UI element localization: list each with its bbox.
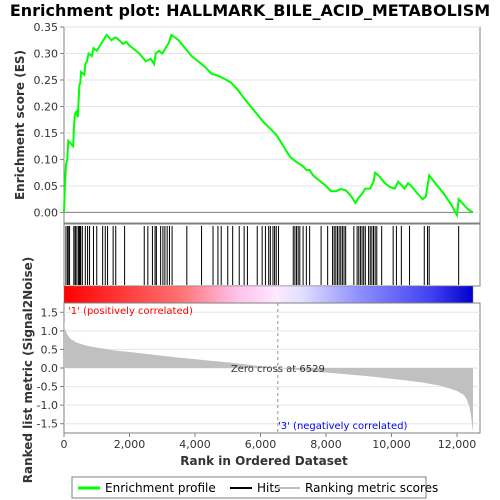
es-panel-frame [63, 26, 481, 224]
es-panel: 0.00 0.05 0.10 0.15 0.20 0.25 0.30 0.35 Enrichm… [13, 21, 481, 224]
positive-correlation-label: '1' (positively correlated) [68, 306, 193, 317]
metric-y-tick-label: -1.5 [37, 418, 58, 431]
chart-title: Enrichment plot: HALLMARK_BILE_ACID_META… [10, 1, 490, 20]
legend-label-ranking-metric: Ranking metric scores [305, 481, 438, 495]
hits-panel [63, 223, 481, 287]
legend-label-hits: Hits [257, 481, 280, 495]
x-tick-label: 0 [61, 438, 68, 451]
es-y-tick-label: 0.30 [34, 47, 59, 60]
es-y-tick-label: 0.35 [34, 21, 59, 34]
metric-y-tick-label: 0.0 [41, 362, 59, 375]
metric-gridlines [64, 311, 480, 425]
metric-y-tick-label: -1.0 [37, 399, 58, 412]
es-y-tick-label: 0.15 [34, 127, 59, 140]
metric-y-tick-label: -0.5 [37, 381, 58, 394]
metric-panel: -1.5 -1.0 -0.5 0.0 0.5 1.0 1.5 Zero cross at 6… [21, 257, 481, 484]
hits-panel-frame [63, 223, 481, 287]
es-y-tick-label: 0.25 [34, 74, 59, 87]
x-axis-label: Rank in Ordered Dataset [180, 454, 348, 468]
zero-cross-label: Zero cross at 6529 [231, 364, 325, 375]
x-tick-label: 12,000 [438, 438, 477, 451]
negative-correlation-label: '3' (negatively correlated) [278, 421, 407, 432]
metric-y-label: Ranked list metric (Signal2Noise) [21, 257, 35, 484]
x-tick-label: 10,000 [372, 438, 411, 451]
es-y-tick-label: 0.05 [34, 180, 59, 193]
es-line [63, 33, 474, 219]
es-y-label: Enrichment score (ES) [13, 50, 27, 200]
x-axis: 0 2,000 4,000 6,000 8,000 10,000 12,000 [61, 433, 477, 451]
x-tick-label: 6,000 [245, 438, 277, 451]
x-tick-label: 2,000 [114, 438, 146, 451]
es-y-tick-label: 0.10 [34, 153, 59, 166]
legend-label-enrichment-profile: Enrichment profile [105, 481, 216, 495]
rank-gradient-bar [63, 285, 474, 304]
es-y-axis: 0.00 0.05 0.10 0.15 0.20 0.25 0.30 0.35 [34, 21, 64, 219]
metric-area [64, 321, 473, 432]
metric-y-tick-label: 1.5 [41, 306, 59, 319]
x-tick-label: 4,000 [179, 438, 211, 451]
metric-y-axis: -1.5 -1.0 -0.5 0.0 0.5 1.0 1.5 [37, 306, 64, 431]
es-y-tick-label: 0.00 [34, 206, 59, 219]
x-tick-label: 8,000 [310, 438, 342, 451]
hit-markers [65, 226, 460, 285]
es-y-tick-label: 0.20 [34, 100, 59, 113]
metric-y-tick-label: 0.5 [41, 343, 59, 356]
metric-y-tick-label: 1.0 [41, 325, 59, 338]
legend: Enrichment profile Hits Ranking metric s… [71, 476, 438, 499]
